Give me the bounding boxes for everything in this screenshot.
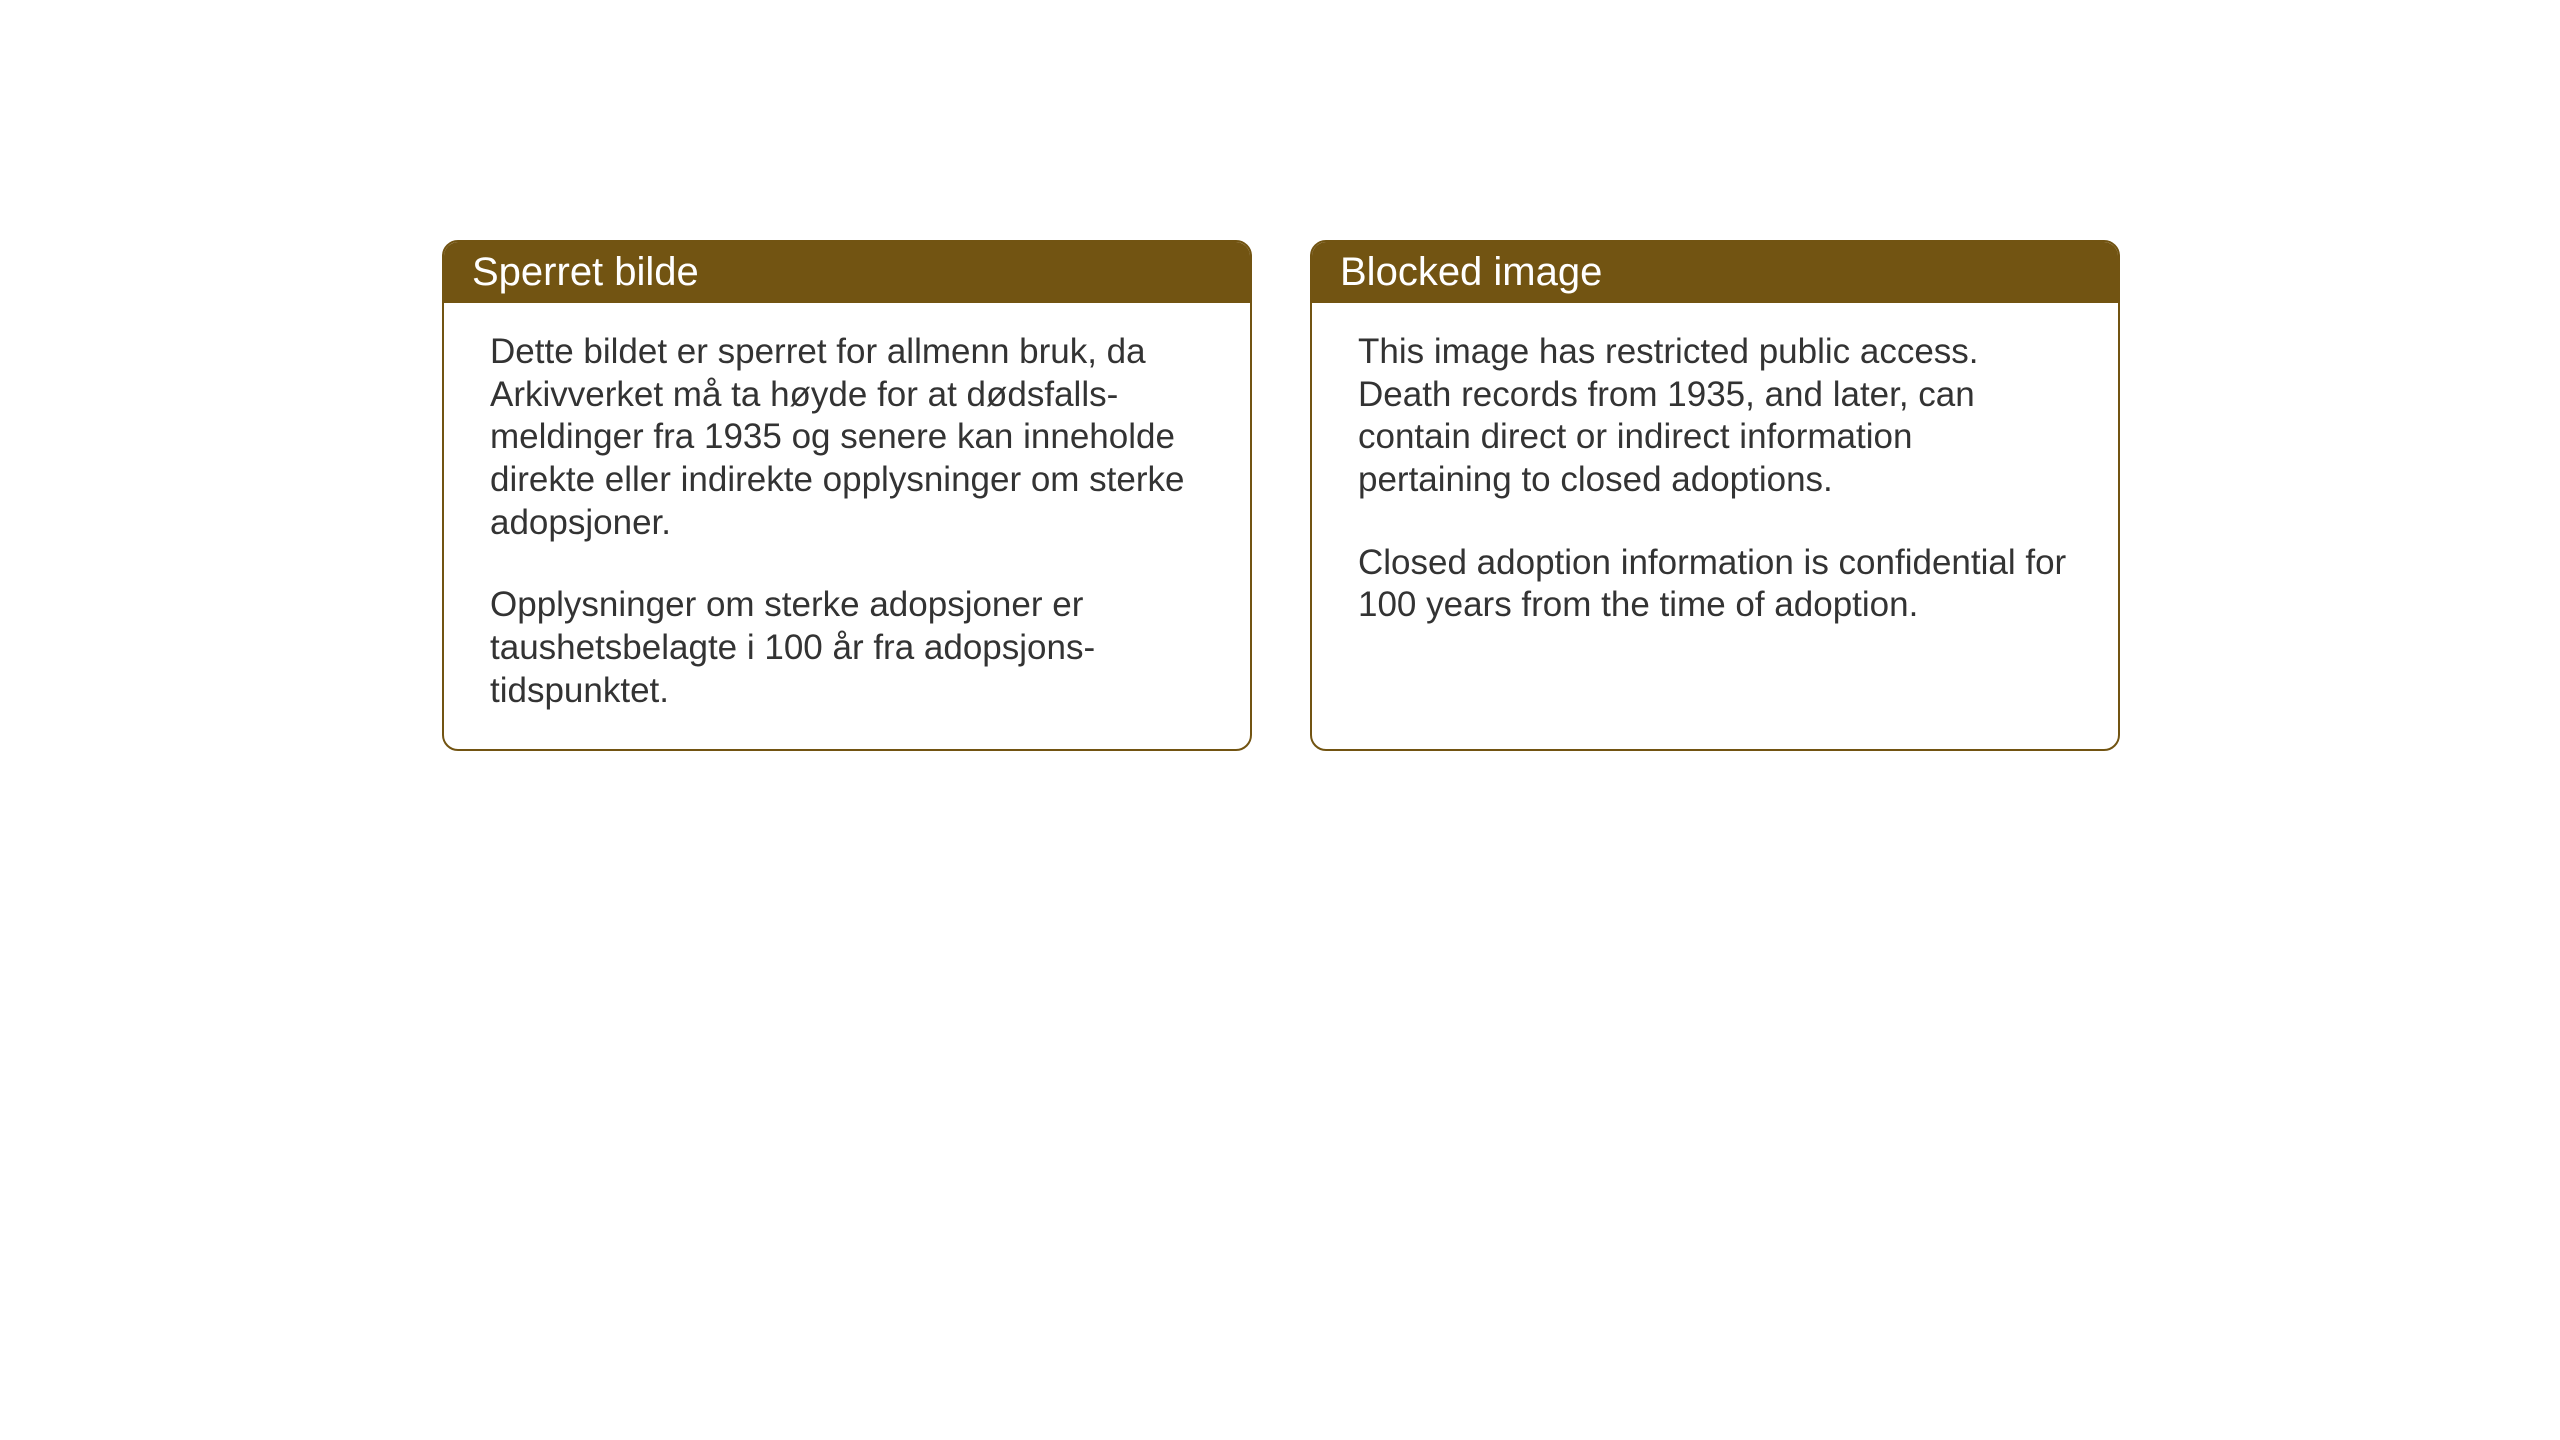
english-notice-paragraph-1: This image has restricted public access.… [1358, 331, 2072, 502]
norwegian-notice-card: Sperret bilde Dette bildet er sperret fo… [442, 240, 1252, 751]
norwegian-notice-paragraph-1: Dette bildet er sperret for allmenn bruk… [490, 331, 1204, 544]
english-notice-body: This image has restricted public access.… [1312, 303, 2118, 655]
notice-container: Sperret bilde Dette bildet er sperret fo… [442, 240, 2120, 751]
english-notice-paragraph-2: Closed adoption information is confident… [1358, 542, 2072, 627]
norwegian-notice-header: Sperret bilde [444, 242, 1250, 303]
norwegian-notice-body: Dette bildet er sperret for allmenn bruk… [444, 303, 1250, 741]
norwegian-notice-title: Sperret bilde [472, 250, 699, 294]
english-notice-title: Blocked image [1340, 250, 1602, 294]
norwegian-notice-paragraph-2: Opplysninger om sterke adopsjoner er tau… [490, 584, 1204, 712]
english-notice-card: Blocked image This image has restricted … [1310, 240, 2120, 751]
english-notice-header: Blocked image [1312, 242, 2118, 303]
